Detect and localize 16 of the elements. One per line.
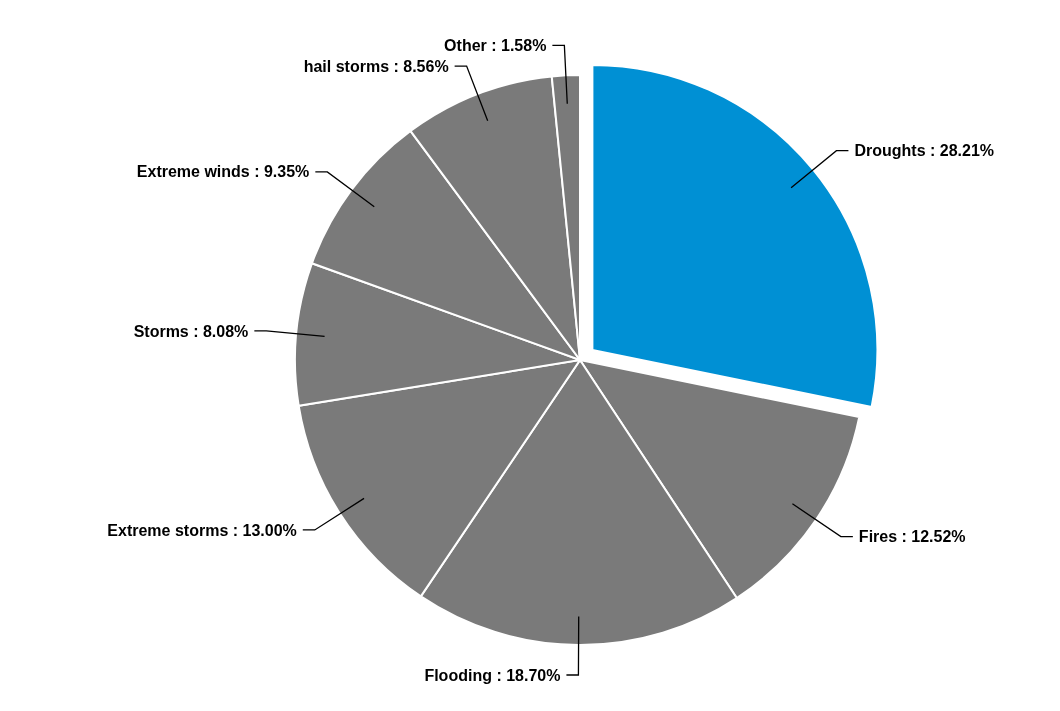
slice-label: Storms	[133, 322, 189, 340]
slice-label: Flooding	[424, 666, 492, 684]
slice-label: hail storms	[303, 57, 390, 75]
data-label: : 1.58%	[491, 36, 547, 54]
slice-label: Droughts	[854, 142, 926, 160]
data-label: : 28.21%	[929, 142, 995, 160]
slice-label: Other	[444, 36, 487, 54]
data-label: : 8.08%	[193, 322, 249, 340]
slice-label: Extreme storms	[107, 521, 229, 539]
data-label: : 9.35%	[254, 163, 310, 181]
data-label: : 8.56%	[393, 57, 449, 75]
slice-label: Fires	[858, 528, 898, 546]
slice-label: Extreme winds	[136, 163, 250, 181]
data-label: : 12.52%	[901, 528, 966, 546]
data-label: : 13.00%	[232, 521, 297, 539]
data-label: : 18.70%	[496, 666, 561, 684]
